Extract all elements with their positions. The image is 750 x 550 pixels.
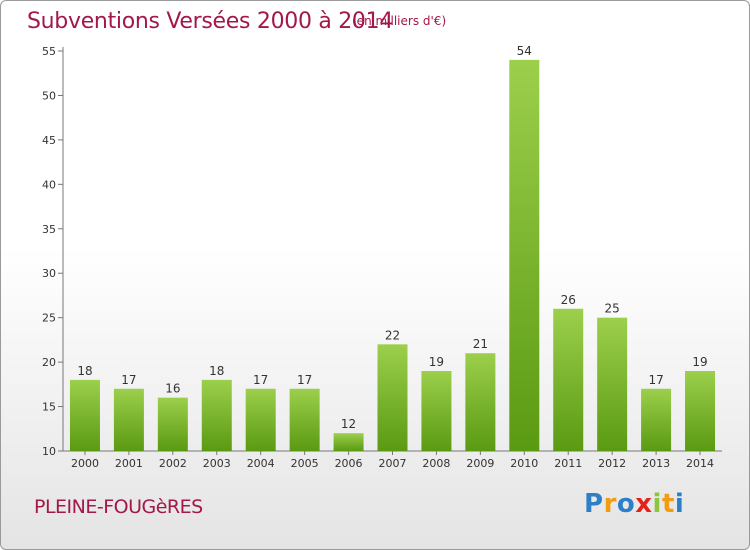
bar-2002 [157, 397, 188, 451]
bar-2003 [201, 379, 232, 451]
y-tick-label: 45 [42, 134, 56, 147]
bar-value-label: 17 [297, 373, 312, 387]
bar-value-label: 25 [605, 302, 620, 316]
y-tick-label: 40 [42, 178, 56, 191]
x-tick-label: 2007 [379, 457, 407, 470]
proxiti-logo: Proxiti [584, 489, 684, 519]
bar-2012 [597, 317, 628, 451]
logo-letter: t [661, 489, 675, 519]
bar-2010 [509, 59, 540, 452]
bar-2007 [377, 344, 408, 451]
bar-value-label: 19 [429, 355, 444, 369]
x-tick-label: 2003 [203, 457, 231, 470]
bar-value-label: 17 [121, 373, 136, 387]
bar-2004 [245, 388, 276, 451]
bar-value-label: 19 [692, 355, 707, 369]
x-tick-label: 2008 [422, 457, 450, 470]
y-tick-label: 30 [42, 267, 56, 280]
bar-2001 [113, 388, 144, 451]
bar-value-label: 17 [253, 373, 268, 387]
x-tick-label: 2012 [598, 457, 626, 470]
bar-2013 [641, 388, 672, 451]
bar-2014 [685, 371, 716, 451]
logo-letter: i [652, 489, 662, 519]
logo-letter: x [635, 489, 653, 519]
bar-value-label: 22 [385, 328, 400, 342]
bar-2000 [69, 379, 100, 451]
location-label: PLEINE-FOUGèRES [34, 496, 203, 518]
y-tick-label: 25 [42, 312, 56, 325]
x-tick-label: 2009 [466, 457, 494, 470]
y-tick-label: 20 [42, 356, 56, 369]
bar-value-label: 54 [517, 44, 532, 58]
y-tick-label: 15 [42, 401, 56, 414]
bar-value-label: 12 [341, 417, 356, 431]
x-tick-label: 2013 [642, 457, 670, 470]
logo-letter: P [584, 489, 604, 519]
x-tick-label: 2011 [554, 457, 582, 470]
bar-value-label: 17 [648, 373, 663, 387]
x-tick-label: 2001 [115, 457, 143, 470]
logo-letter: i [674, 489, 685, 519]
bar-value-label: 21 [473, 337, 488, 351]
x-tick-label: 2004 [247, 457, 275, 470]
x-tick-label: 2000 [71, 457, 99, 470]
y-tick-label: 35 [42, 223, 56, 236]
bar-value-label: 26 [561, 293, 576, 307]
x-tick-label: 2005 [291, 457, 319, 470]
x-tick-label: 2010 [510, 457, 538, 470]
y-tick-label: 50 [42, 89, 56, 102]
logo-letter: r [603, 489, 617, 519]
chart-title: Subventions Versées 2000 à 2014 [27, 9, 394, 34]
bar-2011 [553, 308, 584, 451]
bar-2009 [465, 353, 496, 451]
bar-2005 [289, 388, 320, 451]
x-tick-label: 2006 [335, 457, 363, 470]
bar-2008 [421, 371, 452, 451]
logo-letter: o [616, 489, 636, 519]
x-tick-label: 2002 [159, 457, 187, 470]
y-tick-label: 10 [42, 445, 56, 458]
bar-value-label: 18 [209, 364, 224, 378]
y-tick-label: 55 [42, 45, 56, 58]
bar-2006 [333, 433, 364, 451]
x-tick-label: 2014 [686, 457, 714, 470]
bar-value-label: 16 [165, 382, 180, 396]
bar-value-label: 18 [77, 364, 92, 378]
chart-subtitle: (en milliers d'€) [352, 14, 447, 28]
